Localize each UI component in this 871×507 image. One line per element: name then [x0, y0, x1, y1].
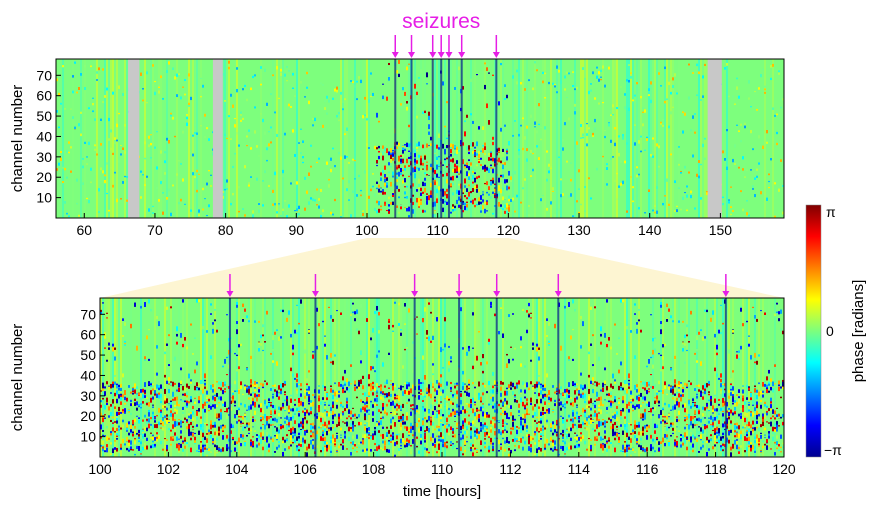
colorbar-label: phase [radians] [850, 280, 867, 383]
y-tick-label: 60 [80, 327, 96, 343]
x-tick-label: 80 [218, 222, 234, 238]
y-tick-label: 70 [80, 306, 96, 322]
zoom-band [100, 238, 784, 298]
y-tick-label: 50 [80, 347, 96, 363]
y-tick-label: 20 [36, 169, 52, 185]
y-tick-label: 10 [36, 190, 52, 206]
colorbar-tick-min: −π [824, 442, 842, 458]
bottom-x-axis-label: time [hours] [403, 483, 481, 500]
x-tick-label: 118 [704, 461, 727, 477]
data-gap [708, 59, 722, 218]
seizure-arrow [438, 35, 445, 58]
x-tick-label: 104 [225, 461, 249, 477]
seizure-arrow [392, 35, 399, 58]
x-tick-label: 100 [88, 461, 112, 477]
y-tick-label: 40 [80, 367, 96, 383]
seizure-arrow [408, 35, 415, 58]
y-tick-label: 30 [36, 149, 52, 165]
x-tick-label: 112 [499, 461, 522, 477]
seizures-annotation: seizures [402, 10, 480, 33]
x-tick-label: 140 [638, 222, 662, 238]
seizure-arrow [445, 35, 452, 58]
x-tick-label: 70 [147, 222, 163, 238]
x-tick-label: 116 [636, 461, 659, 477]
data-gap [213, 59, 223, 218]
data-gap [128, 59, 139, 218]
x-tick-label: 120 [772, 461, 796, 477]
seizure-arrow [458, 35, 465, 58]
x-tick-label: 108 [362, 461, 386, 477]
y-tick-label: 30 [80, 388, 96, 404]
y-tick-label: 10 [80, 429, 96, 445]
x-tick-label: 102 [157, 461, 181, 477]
y-tick-label: 70 [36, 67, 52, 83]
x-tick-label: 90 [289, 222, 305, 238]
top-heatmap-cells [56, 59, 784, 218]
colorbar: π 0 −π phase [radians] [806, 204, 867, 458]
x-tick-label: 150 [709, 222, 733, 238]
bottom-heatmap-panel: 100 102 104 106 108 110 112 114 116 118 120 10 20 30… [9, 274, 796, 500]
x-tick-label: 100 [355, 222, 379, 238]
y-tick-label: 60 [36, 88, 52, 104]
x-tick-label: 110 [431, 461, 454, 477]
colorbar-tick-zero: 0 [826, 323, 834, 339]
bottom-heatmap-cells [100, 298, 784, 457]
top-heatmap-panel: 60 70 80 90 100 110 120 130 140 150 10 20 30 40 50 60 7… [9, 10, 784, 238]
x-tick-label: 114 [568, 461, 591, 477]
x-tick-label: 120 [497, 222, 521, 238]
y-tick-label: 20 [80, 408, 96, 424]
x-tick-label: 110 [427, 222, 450, 238]
colorbar-tick-max: π [826, 204, 836, 220]
top-seizure-arrows [392, 35, 500, 58]
y-tick-label: 40 [36, 128, 52, 144]
seizure-arrow [429, 35, 436, 58]
x-tick-label: 106 [294, 461, 318, 477]
bottom-y-axis-label: channel number [9, 324, 26, 432]
x-tick-label: 130 [567, 222, 591, 238]
seizure-arrow [493, 35, 500, 58]
top-y-axis-label: channel number [9, 85, 26, 193]
y-tick-label: 50 [36, 108, 52, 124]
x-tick-label: 60 [76, 222, 92, 238]
colorbar-gradient [806, 205, 821, 457]
